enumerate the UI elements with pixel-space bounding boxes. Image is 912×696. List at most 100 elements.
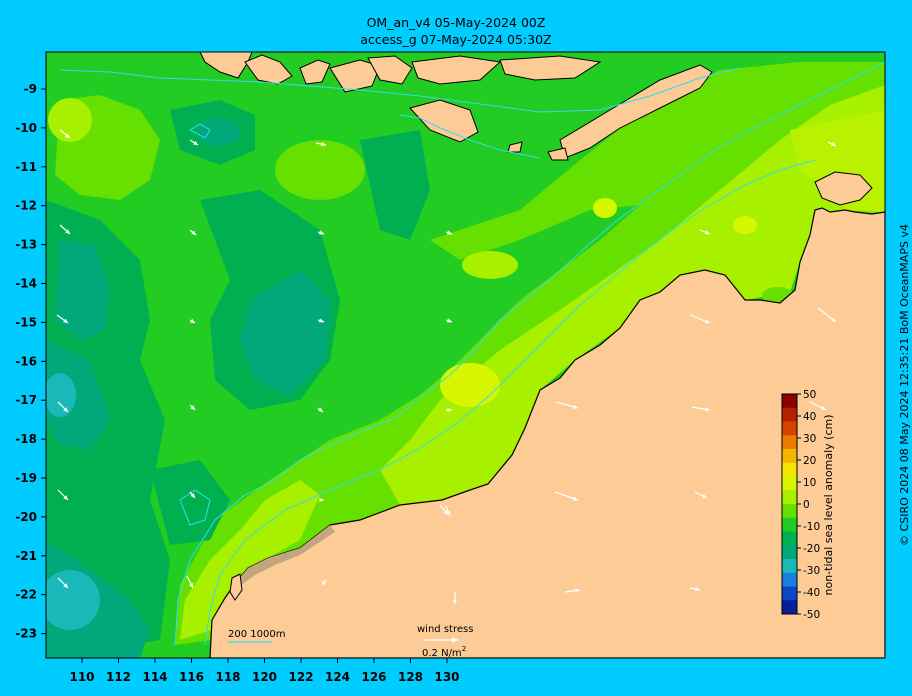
colorbar-swatch [782,545,797,560]
colorbar-tick-label: 20 [803,455,816,467]
colorbar-swatch [782,490,797,505]
colorbar-swatch [782,504,797,519]
wind-scale-value: 0.2 N/m2 [422,645,466,659]
lon-tick-label: 126 [361,670,386,684]
wind-arrowhead [190,318,195,323]
wind-stress-label: wind stress [417,624,473,635]
lat-tick-label: -19 [15,471,37,485]
colorbar-tick-label: -20 [803,543,820,555]
wind-arrowhead [319,318,324,323]
lon-tick-label: 110 [69,670,94,684]
wind-arrowhead [443,510,448,515]
wind-arrowhead [193,140,198,145]
lon-tick-label: 114 [142,670,167,684]
lon-tick-label: 120 [252,670,277,684]
wind-arrowhead [321,141,326,147]
wind-arrowhead [573,404,578,409]
wind-arrowhead [319,230,324,235]
lat-tick-label: -10 [15,121,37,135]
wind-arrowhead [575,588,580,593]
colorbar-tick-label: -50 [803,609,820,621]
lon-tick-label: 124 [325,670,350,684]
colorbar-swatch [782,586,797,601]
lon-tick-label: 112 [106,670,131,684]
colorbar-swatch [782,435,797,450]
wind-arrowhead [65,133,70,138]
colorbar-tick-label: 30 [803,433,816,445]
colorbar-swatch [782,449,797,464]
wind-arrowhead [447,318,452,323]
wind-arrowhead [705,230,710,235]
credit-text: © CSIRO 2024 08 May 2024 12:35:21 BoM Oc… [898,224,911,546]
latitude-axis: -9 -10 -11 -12 -13 -14 -15 -16 -17 -18 -19 -20 -21 -2… [15,82,46,641]
colorbar-swatch [782,407,797,422]
wind-arrowhead [821,406,826,410]
wind-arrowhead [319,497,324,503]
isobath-contours [59,61,885,646]
lon-tick-label: 130 [434,670,459,684]
wind-arrowhead [189,583,193,588]
wind-arrowhead [63,583,68,588]
lon-tick-label: 116 [179,670,204,684]
wind-arrowhead [702,494,707,498]
lat-tick-label: -13 [15,238,37,252]
lat-tick-label: -23 [15,627,37,641]
lat-tick-label: -14 [15,277,37,291]
wind-arrowhead [190,493,195,498]
colorbar: 50 40 30 20 10 0 -10 -20 -30 -40 -50 [781,389,820,621]
lat-tick-label: -18 [15,432,37,446]
lat-tick-label: -11 [15,160,37,174]
colorbar-label: non-tidal sea level anomaly (cm) [822,415,835,596]
wind-arrowhead [705,407,710,412]
wind-arrowhead [63,495,68,500]
colorbar-tick-label: -40 [803,587,820,599]
lat-tick-label: -17 [15,393,37,407]
wind-arrowhead [831,317,836,322]
isobath-legend: 200 1000m [228,629,285,640]
wind-arrowhead [63,318,68,323]
anomaly-field [46,62,885,658]
coastal-shelf [231,525,335,592]
wind-arrowhead [190,405,195,410]
wind-arrowhead [705,319,710,324]
wind-arrowhead [695,586,700,592]
lon-tick-label: 128 [398,670,423,684]
colorbar-tick-label: 0 [803,499,810,511]
colorbar-swatch [782,462,797,477]
lon-tick-label: 118 [215,670,240,684]
colorbar-swatch [782,600,797,615]
colorbar-swatch [782,531,797,546]
forcing-run-title: access_g 07-May-2024 05:30Z [360,32,552,47]
colorbar-tick-label: 50 [803,389,816,401]
wind-arrowhead [452,599,458,604]
colorbar-swatch [782,517,797,532]
colorbar-tick-label: -30 [803,565,820,577]
lon-tick-label: 122 [288,670,313,684]
lat-tick-label: -15 [15,315,37,329]
wind-arrowhead [447,230,452,235]
colorbar-tick-label: 40 [803,411,816,423]
wind-arrowhead [573,496,578,501]
colorbar-tick-label: -10 [803,521,820,533]
lat-tick-label: -9 [24,82,37,96]
wind-arrowhead [321,580,326,585]
northern-islands [199,52,873,601]
lat-tick-label: -21 [15,549,37,563]
lat-tick-label: -22 [15,588,37,602]
longitude-axis: 110 112 114 116 118 120 122 124 126 128 130 [69,658,460,684]
wind-arrowhead [65,229,70,234]
wind-stress-arrows [56,129,837,604]
wind-scale-arrowhead [452,637,458,643]
colorbar-swatch [782,559,797,574]
lat-tick-label: -12 [15,199,37,213]
lat-tick-label: -20 [15,510,37,524]
wind-arrowhead [831,142,836,146]
map-frame [45,51,886,659]
model-run-title: OM_an_v4 05-May-2024 00Z [366,15,546,30]
lat-tick-label: -16 [15,354,37,368]
colorbar-swatch [782,394,797,409]
colorbar-swatch [782,421,797,436]
wind-arrowhead [191,230,196,235]
wind-arrowhead [447,407,452,413]
